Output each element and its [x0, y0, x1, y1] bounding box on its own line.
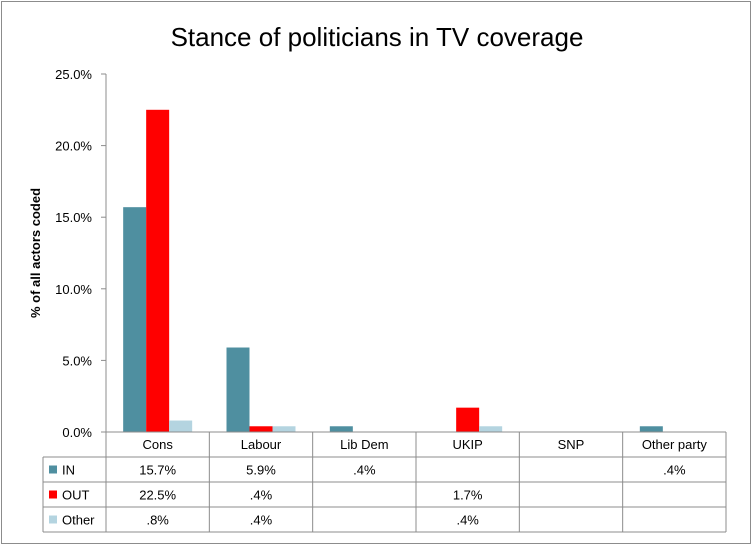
- legend-label: OUT: [62, 488, 90, 503]
- legend-key-out: [49, 490, 57, 499]
- y-tick-label: 5.0%: [62, 353, 92, 368]
- x-tick-label: Lib Dem: [340, 437, 388, 452]
- x-tick-label: Other party: [642, 437, 708, 452]
- x-tick-label: SNP: [558, 437, 585, 452]
- bar-out-ukip: [456, 407, 480, 432]
- bar-other-ukip: [479, 426, 503, 432]
- x-tick-label: Cons: [142, 437, 173, 452]
- legend-label: Other: [62, 513, 95, 528]
- data-label: 1.7%: [453, 488, 483, 503]
- legend-key-other: [49, 515, 57, 524]
- bar-out-cons: [146, 109, 170, 433]
- bar-in-other-party: [639, 426, 663, 432]
- bar-out-labour: [249, 426, 273, 432]
- legend-key-in: [49, 465, 57, 474]
- y-tick-label: 0.0%: [62, 425, 92, 440]
- y-tick-label: 10.0%: [55, 282, 92, 297]
- chart-title: Stance of politicians in TV coverage: [171, 22, 584, 52]
- bar-in-cons: [123, 207, 147, 432]
- data-label: .4%: [250, 488, 273, 503]
- x-tick-label: Labour: [241, 437, 282, 452]
- y-tick-label: 25.0%: [55, 67, 92, 82]
- data-label: .4%: [250, 513, 273, 528]
- data-label: .4%: [353, 463, 376, 478]
- y-tick-label: 20.0%: [55, 139, 92, 154]
- bar-in-lib-dem: [329, 426, 353, 432]
- data-label: 22.5%: [139, 488, 176, 503]
- bar-other-labour: [272, 426, 296, 432]
- bars: [123, 109, 663, 433]
- bar-other-cons: [169, 420, 193, 432]
- x-tick-label: UKIP: [452, 437, 482, 452]
- legend-label: IN: [62, 463, 75, 478]
- data-table: Cons Labour Lib Dem UKIP SNP Other party IN 15.…: [42, 431, 727, 533]
- axes: 0.0% 5.0% 10.0% 15.0% 20.0% 25.0%: [55, 67, 107, 440]
- data-label: .4%: [663, 463, 686, 478]
- data-label: 15.7%: [139, 463, 176, 478]
- data-label: .8%: [146, 513, 169, 528]
- y-tick-label: 15.0%: [55, 210, 92, 225]
- bar-in-labour: [226, 347, 250, 432]
- data-label: .4%: [456, 513, 479, 528]
- y-axis-label: % of all actors coded: [28, 188, 43, 318]
- data-label: 5.9%: [246, 463, 276, 478]
